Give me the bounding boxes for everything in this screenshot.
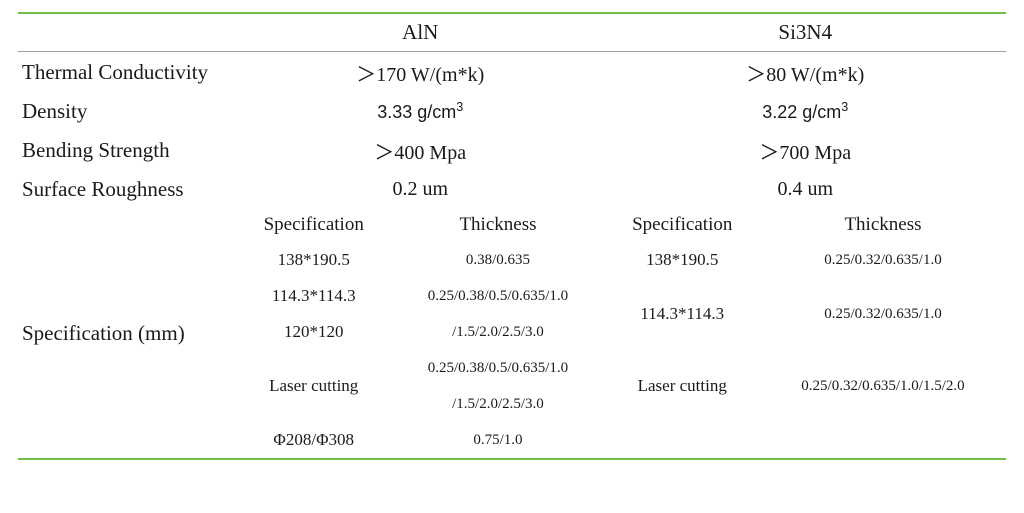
si3n4-spec-2: Laser cutting: [605, 350, 760, 422]
si3n4-thermal: ＞80 W/(m*k): [605, 52, 1006, 94]
row-thermal: Thermal Conductivity ＞170 W/(m*k) ＞80 W/…: [18, 52, 1006, 94]
aln-thick-4: 0.75/1.0: [391, 422, 604, 459]
aln-thick-2: /1.5/2.0/2.5/3.0: [391, 314, 604, 350]
si3n4-spec-1: 114.3*114.3: [605, 278, 760, 350]
si3n4-spec-0: 138*190.5: [605, 242, 760, 278]
si3n4-density-val: 3.22 g/cm: [762, 102, 841, 122]
si3n4-thick-2: 0.25/0.32/0.635/1.0/1.5/2.0: [760, 350, 1006, 422]
label-specification: Specification (mm): [18, 208, 236, 459]
header-si3n4: Si3N4: [605, 13, 1006, 52]
aln-spec-3: Laser cutting: [236, 350, 391, 422]
aln-sub-thick: Thickness: [391, 208, 604, 242]
aln-thick-3b: /1.5/2.0/2.5/3.0: [391, 386, 604, 422]
si3n4-empty-spec: [605, 422, 760, 459]
aln-thick-3a: 0.25/0.38/0.5/0.635/1.0: [391, 350, 604, 386]
aln-roughness: 0.2 um: [236, 171, 605, 208]
row-density: Density 3.33 g/cm3 3.22 g/cm3: [18, 93, 1006, 130]
sup-3: 3: [456, 100, 463, 114]
aln-thermal: ＞170 W/(m*k): [236, 52, 605, 94]
aln-thick-0: 0.38/0.635: [391, 242, 604, 278]
label-density: Density: [18, 93, 236, 130]
si3n4-bending: ＞700 Mpa: [605, 130, 1006, 171]
si3n4-sub-spec: Specification: [605, 208, 760, 242]
aln-thick-1: 0.25/0.38/0.5/0.635/1.0: [391, 278, 604, 314]
si3n4-thick-1: 0.25/0.32/0.635/1.0: [760, 278, 1006, 350]
sup-3b: 3: [841, 100, 848, 114]
aln-density-val: 3.33 g/cm: [377, 102, 456, 122]
aln-spec-4: Φ208/Φ308: [236, 422, 391, 459]
si3n4-sub-thick: Thickness: [760, 208, 1006, 242]
table-header-row: AlN Si3N4: [18, 13, 1006, 52]
aln-spec-0: 138*190.5: [236, 242, 391, 278]
si3n4-density: 3.22 g/cm3: [605, 93, 1006, 130]
material-comparison-table: AlN Si3N4 Thermal Conductivity ＞170 W/(m…: [18, 12, 1006, 460]
si3n4-empty-thick: [760, 422, 1006, 459]
si3n4-roughness: 0.4 um: [605, 171, 1006, 208]
row-bending: Bending Strength ＞400 Mpa ＞700 Mpa: [18, 130, 1006, 171]
aln-density: 3.33 g/cm3: [236, 93, 605, 130]
aln-spec-1: 114.3*114.3: [236, 278, 391, 314]
label-bending: Bending Strength: [18, 130, 236, 171]
header-blank: [18, 13, 236, 52]
label-roughness: Surface Roughness: [18, 171, 236, 208]
header-aln: AlN: [236, 13, 605, 52]
aln-spec-2: 120*120: [236, 314, 391, 350]
aln-sub-spec: Specification: [236, 208, 391, 242]
aln-bending: ＞400 Mpa: [236, 130, 605, 171]
label-thermal: Thermal Conductivity: [18, 52, 236, 94]
row-spec-subhead: Specification (mm) Specification Thickne…: [18, 208, 1006, 242]
row-roughness: Surface Roughness 0.2 um 0.4 um: [18, 171, 1006, 208]
si3n4-thick-0: 0.25/0.32/0.635/1.0: [760, 242, 1006, 278]
